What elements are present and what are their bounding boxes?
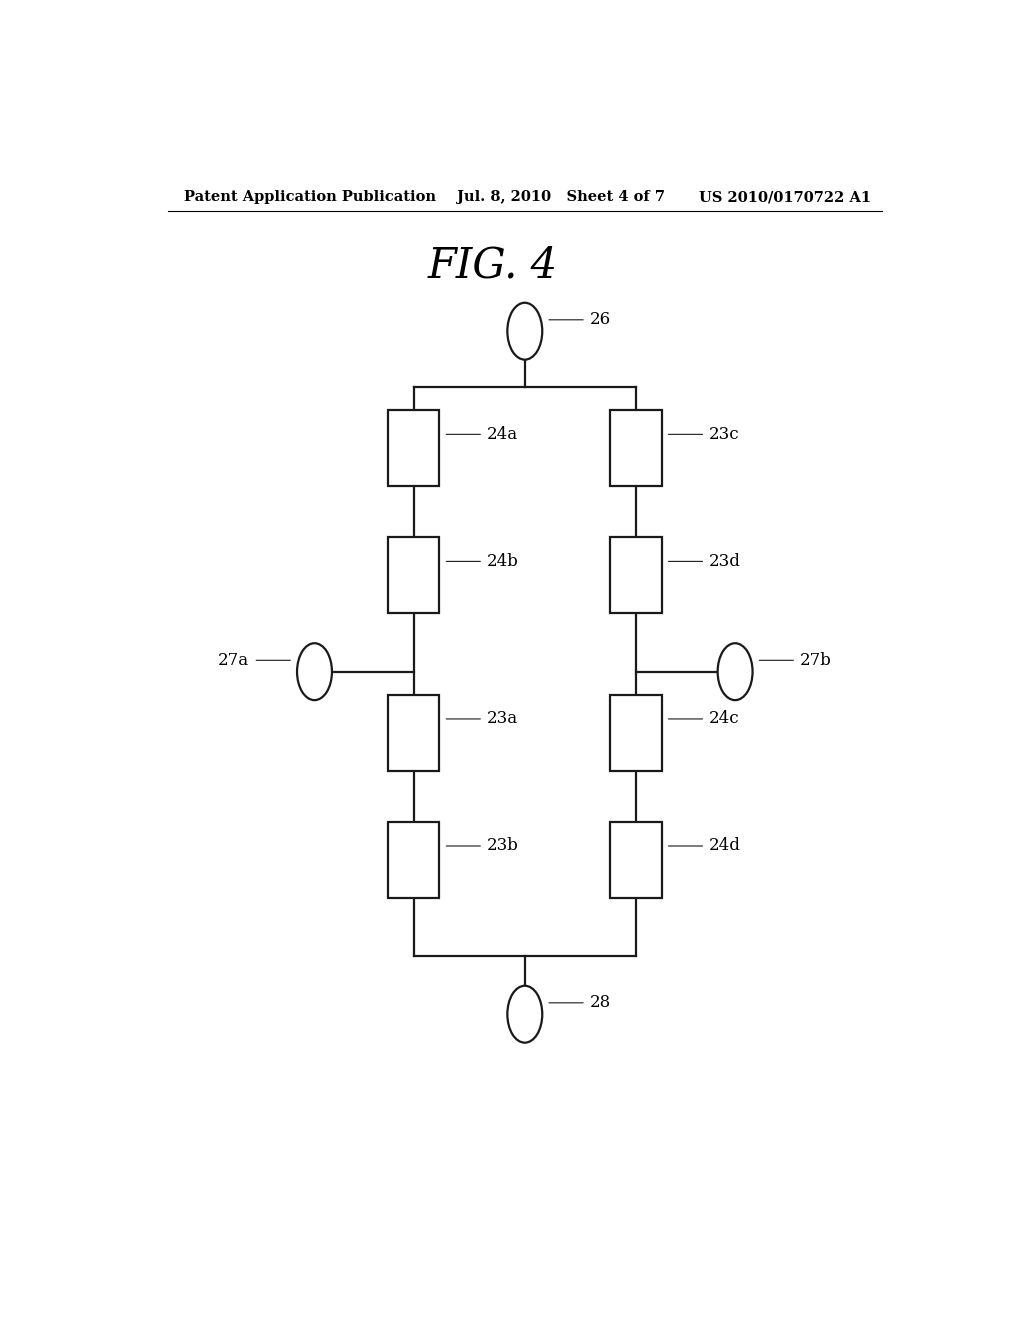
- FancyBboxPatch shape: [388, 537, 439, 614]
- Text: 23c: 23c: [710, 426, 740, 442]
- FancyBboxPatch shape: [610, 537, 662, 614]
- Text: 23a: 23a: [487, 710, 518, 727]
- Text: 24b: 24b: [487, 553, 519, 570]
- Ellipse shape: [507, 986, 543, 1043]
- FancyBboxPatch shape: [610, 411, 662, 486]
- Ellipse shape: [718, 643, 753, 700]
- FancyBboxPatch shape: [610, 821, 662, 898]
- FancyBboxPatch shape: [610, 694, 662, 771]
- Text: Patent Application Publication: Patent Application Publication: [183, 190, 435, 205]
- Text: FIG. 4: FIG. 4: [428, 244, 558, 286]
- Text: 27a: 27a: [218, 652, 250, 669]
- Text: 24a: 24a: [487, 426, 518, 442]
- Text: 26: 26: [590, 312, 611, 329]
- FancyBboxPatch shape: [388, 821, 439, 898]
- FancyBboxPatch shape: [388, 411, 439, 486]
- Ellipse shape: [507, 302, 543, 359]
- FancyBboxPatch shape: [388, 694, 439, 771]
- Text: 23d: 23d: [710, 553, 741, 570]
- Text: 27b: 27b: [800, 652, 833, 669]
- Text: Jul. 8, 2010   Sheet 4 of 7: Jul. 8, 2010 Sheet 4 of 7: [458, 190, 666, 205]
- Text: 24d: 24d: [710, 837, 741, 854]
- Text: US 2010/0170722 A1: US 2010/0170722 A1: [699, 190, 871, 205]
- Text: 28: 28: [590, 994, 611, 1011]
- Ellipse shape: [297, 643, 332, 700]
- Text: 23b: 23b: [487, 837, 519, 854]
- Text: 24c: 24c: [710, 710, 740, 727]
